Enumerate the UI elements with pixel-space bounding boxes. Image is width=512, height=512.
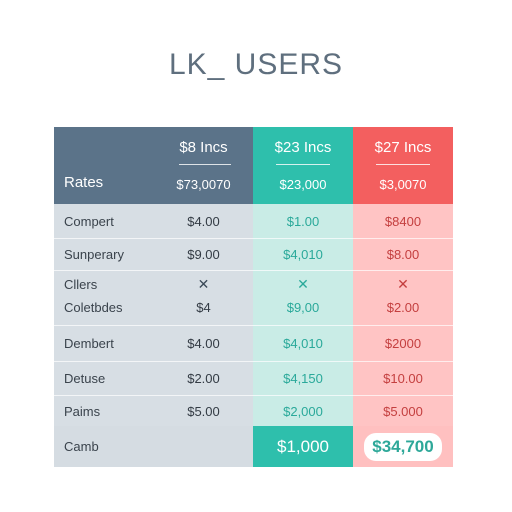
table-cell: $8.00 bbox=[386, 246, 420, 262]
table-cell: $4.00 bbox=[187, 213, 220, 229]
body-teal-bg bbox=[253, 204, 353, 426]
footer-total-red: $34,700 bbox=[364, 432, 442, 461]
footer-total-red-bg: $34,700 bbox=[353, 426, 453, 467]
table-cell: $4.00 bbox=[187, 336, 220, 351]
header-teal-bg bbox=[253, 127, 353, 204]
table-cell: $4 bbox=[196, 299, 211, 315]
header-rates-label: Rates bbox=[64, 174, 104, 191]
plan-name-3: $27 Incs bbox=[374, 138, 432, 156]
table-cell: $4,010 bbox=[283, 246, 323, 262]
row-label-coletbdes: Coletbdes bbox=[64, 299, 123, 315]
table-cell: $9,00 bbox=[286, 299, 320, 315]
footer-total-teal: $1,000 bbox=[253, 426, 353, 467]
page-title: LK_ USERS bbox=[168, 48, 344, 81]
row-label-cllers: Cllers bbox=[64, 276, 98, 292]
table-cell: $5.00 bbox=[187, 403, 220, 419]
row-label-detuse: Detuse bbox=[64, 371, 106, 386]
plan-price-2: $23,000 bbox=[279, 176, 327, 192]
header-slate-bg bbox=[54, 127, 253, 204]
table-cell: $2.00 bbox=[386, 299, 420, 315]
body-slate-bg bbox=[54, 204, 253, 426]
plan-price-3: $3,0070 bbox=[379, 176, 427, 192]
table-cell: $8400 bbox=[384, 213, 422, 229]
table-cell: $5.000 bbox=[383, 403, 423, 419]
body-red-bg bbox=[353, 204, 453, 426]
table-cell: $2000 bbox=[384, 336, 422, 351]
plan-name-1: $8 Incs bbox=[179, 138, 228, 156]
x-icon: ✕ bbox=[297, 275, 309, 292]
table-cell: $4,150 bbox=[283, 371, 323, 386]
plan-price-1: $73,0070 bbox=[176, 176, 231, 192]
header-red-bg bbox=[353, 127, 453, 204]
table-cell: $2,000 bbox=[283, 403, 323, 419]
table-cell: $9.00 bbox=[187, 246, 220, 262]
row-label-dembert: Dembert bbox=[64, 336, 114, 351]
x-icon: ✕ bbox=[397, 275, 409, 292]
table-cell: $2.00 bbox=[187, 371, 220, 386]
row-label-compert: Compert bbox=[64, 213, 114, 229]
table-cell: $4,010 bbox=[283, 336, 323, 351]
table-cell: $10.00 bbox=[383, 371, 423, 386]
x-icon: ✕ bbox=[197, 275, 210, 292]
row-label-sunperary: Sunperary bbox=[64, 246, 124, 262]
row-label-paims: Paims bbox=[64, 403, 101, 419]
table-cell: $1.00 bbox=[286, 213, 320, 229]
footer-label: Camb bbox=[54, 426, 253, 467]
plan-name-2: $23 Incs bbox=[274, 138, 332, 156]
pricing-table: Rates $8 Incs $73,0070 $23 Incs $23,000 … bbox=[54, 127, 453, 467]
